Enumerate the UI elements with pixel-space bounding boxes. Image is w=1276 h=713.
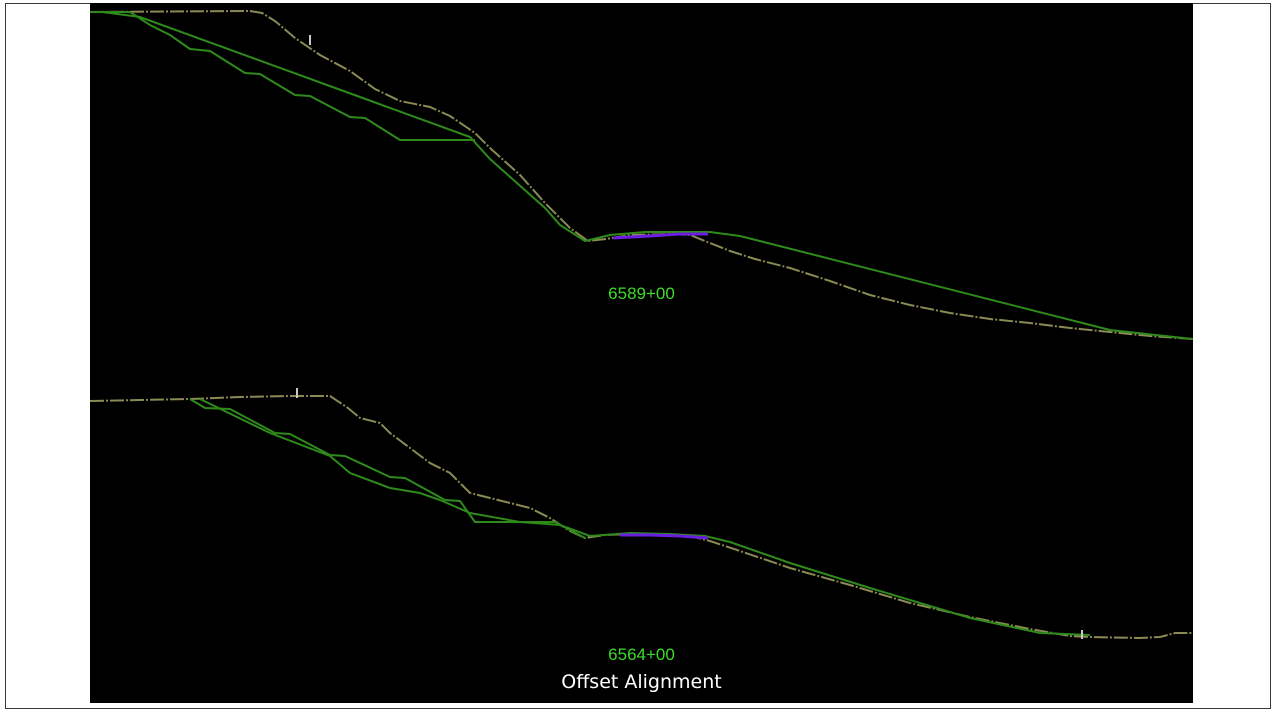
design-template-line-bottom bbox=[199, 398, 1091, 636]
design-slope-line-bottom bbox=[189, 398, 586, 539]
design-template-line-top bbox=[101, 11, 1193, 340]
cross-section-viewport: 6589+00 6564+00 Offset Alignment bbox=[90, 3, 1193, 703]
existing-ground-line-top bbox=[90, 9, 1193, 340]
cross-section-bottom bbox=[90, 388, 1193, 640]
station-label-top: 6589+00 bbox=[608, 284, 675, 303]
cross-section-top bbox=[90, 9, 1193, 340]
station-label-bottom: 6564+00 bbox=[608, 645, 675, 664]
slide-caption: Offset Alignment bbox=[561, 671, 722, 693]
cross-section-drawing bbox=[90, 9, 1193, 640]
pavement-line-top bbox=[612, 232, 708, 240]
design-slope-line-top bbox=[90, 11, 475, 141]
pavement-line-bottom bbox=[620, 533, 709, 540]
existing-ground-line-bottom bbox=[90, 395, 1193, 640]
